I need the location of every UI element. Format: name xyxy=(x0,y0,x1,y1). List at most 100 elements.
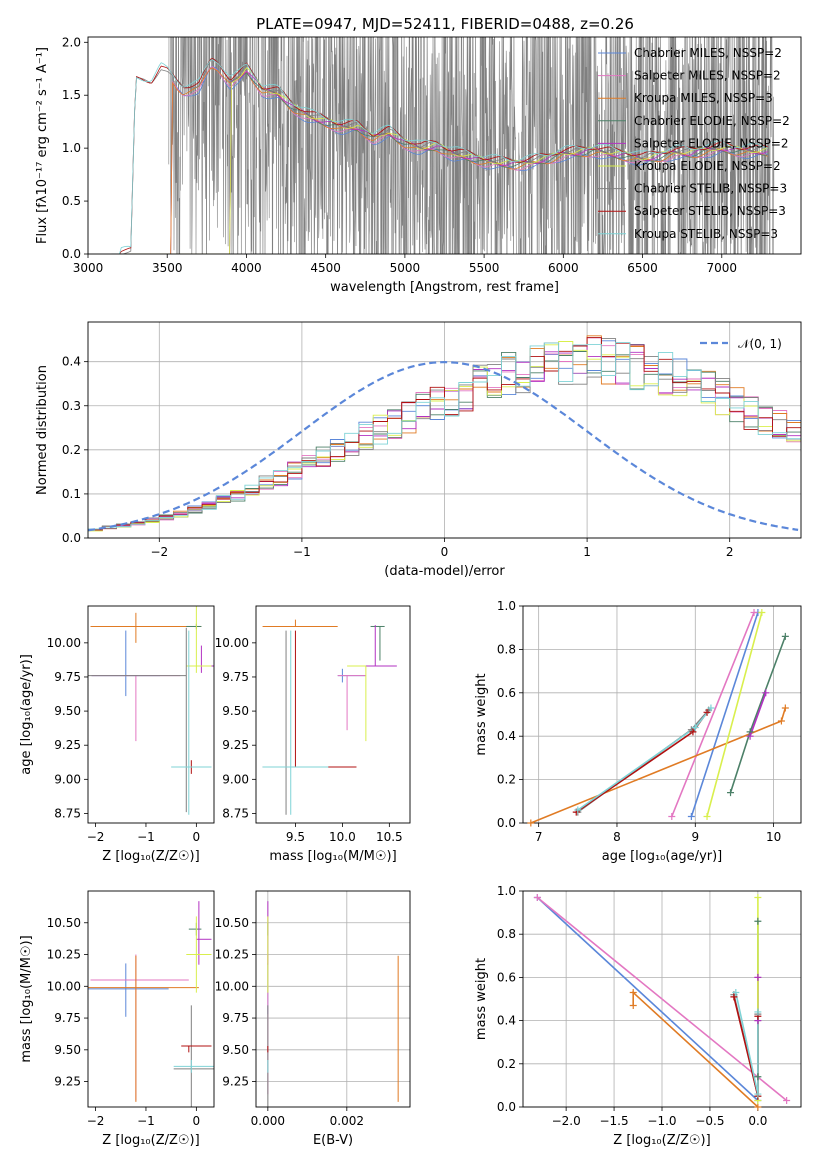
weight-marker xyxy=(732,989,740,997)
weight-marker xyxy=(727,789,735,797)
x-tick-label: 1 xyxy=(583,545,591,559)
legend-label: Kroupa MILES, NSSP=3 xyxy=(634,91,773,105)
weight-vs-age-panel: 7 8 9 10 0.0 0.2 0.4 0.6 0.8 1.0 age [log₁₀(age/yr… xyxy=(474,599,802,864)
weight-marker xyxy=(629,989,637,997)
y-axis-label: mass weight xyxy=(474,958,489,1040)
figure-title: PLATE=0947, MJD=52411, FIBERID=0488, z=0… xyxy=(256,15,634,33)
x-tick-label: −1 xyxy=(137,830,155,844)
y-tick-label: 0.4 xyxy=(62,355,81,369)
y-tick-label: 0.1 xyxy=(62,487,81,501)
y-tick-label: 9.75 xyxy=(54,1011,81,1025)
x-tick-label: 0.000 xyxy=(251,1114,285,1128)
model-spectrum-3 xyxy=(111,67,768,254)
y-tick-label: 10.50 xyxy=(47,916,81,930)
y-tick-label: 10.25 xyxy=(215,948,249,962)
weight-line-3 xyxy=(530,707,787,823)
model-spectrum-4 xyxy=(111,72,768,254)
y-tick-label: 10.00 xyxy=(215,979,249,993)
histogram-model-1 xyxy=(88,340,801,538)
y-tick-label: 8.75 xyxy=(222,806,249,820)
y-tick-label: 0.2 xyxy=(497,773,516,787)
plot-area xyxy=(88,606,214,815)
y-tick-label: 1.0 xyxy=(62,141,81,155)
x-tick-label: 9.5 xyxy=(286,830,305,844)
x-tick-label: 0 xyxy=(441,545,449,559)
weight-marker xyxy=(754,973,762,981)
y-tick-label: 0.3 xyxy=(62,399,81,413)
x-tick-label: 5000 xyxy=(390,261,421,275)
weight-marker xyxy=(629,1001,637,1009)
weight-marker xyxy=(730,993,738,1001)
y-tick-label: 9.75 xyxy=(222,670,249,684)
weight-marker xyxy=(689,728,697,736)
legend-label: Salpeter ELODIE, NSSP=2 xyxy=(634,136,789,150)
y-tick-label: 0.6 xyxy=(497,686,516,700)
weight-line-5 xyxy=(749,692,767,737)
x-tick-label: 10.0 xyxy=(329,830,356,844)
y-tick-label: 0.8 xyxy=(497,927,516,941)
y-tick-label: 10.00 xyxy=(47,979,81,993)
x-tick-label: 0.002 xyxy=(330,1114,364,1128)
x-tick-label: 6000 xyxy=(548,261,579,275)
histogram-model-8 xyxy=(88,337,801,538)
x-tick-label: 7 xyxy=(535,830,543,844)
normal-reference-curve xyxy=(88,360,799,532)
x-axis-label: mass [log₁₀(M/M☉)] xyxy=(269,849,396,864)
y-axis-label: mass weight xyxy=(474,673,489,755)
x-tick-label: −0.5 xyxy=(695,1114,724,1128)
x-tick-label: 9 xyxy=(691,830,699,844)
y-tick-label: 8.75 xyxy=(54,806,81,820)
data-spectrum-line xyxy=(168,37,775,254)
y-tick-label: 0.2 xyxy=(62,443,81,457)
y-tick-label: 9.75 xyxy=(54,670,81,684)
x-axis-label: Z [log₁₀(Z/Z☉)] xyxy=(102,1133,199,1148)
legend-label: 𝒩(0, 1) xyxy=(738,337,782,351)
y-tick-label: 0.4 xyxy=(497,729,516,743)
weight-marker xyxy=(754,1090,762,1098)
mass-vs-extinction-panel: 0.000 0.002 9.25 9.50 9.75 10.00 10.25 10.50 E(B… xyxy=(215,890,411,1148)
x-tick-label: 0.0 xyxy=(748,1114,767,1128)
x-tick-label: 0 xyxy=(193,830,201,844)
y-tick-label: 10.00 xyxy=(47,636,81,650)
y-tick-label: 0.5 xyxy=(62,194,81,208)
weight-marker xyxy=(754,1008,762,1016)
weight-vs-metallicity-panel: −2.0 −1.5 −1.0 −0.5 0.0 0.0 0.2 0.4 0.6 0.8 1.0 Z [… xyxy=(474,884,802,1148)
y-tick-label: 2.0 xyxy=(62,35,81,49)
histogram-model-4 xyxy=(88,351,801,538)
y-axis-label: Normed distribution xyxy=(35,365,50,495)
x-tick-label: −2 xyxy=(87,1114,105,1128)
axes-frame xyxy=(87,321,802,539)
y-tick-label: 9.50 xyxy=(54,704,81,718)
weight-line-6 xyxy=(706,612,763,817)
weight-marker xyxy=(781,632,789,640)
legend-label: Kroupa STELIB, NSSP=3 xyxy=(634,227,778,241)
weight-line-1 xyxy=(690,612,759,817)
y-tick-label: 9.25 xyxy=(54,1075,81,1089)
y-tick-label: 9.75 xyxy=(222,1011,249,1025)
x-tick-label: 3000 xyxy=(73,261,104,275)
x-tick-label: 2 xyxy=(726,545,734,559)
x-axis-label: age [log₁₀(age/yr)] xyxy=(602,849,723,864)
legend-label: Salpeter MILES, NSSP=2 xyxy=(634,69,781,83)
axes-frame xyxy=(87,605,215,824)
x-tick-label: −1 xyxy=(293,545,311,559)
y-axis-label: age [log₁₀(age/yr)] xyxy=(19,654,34,775)
axes-frame xyxy=(255,605,411,824)
histogram-model-9 xyxy=(88,342,801,538)
y-tick-label: 10.00 xyxy=(215,636,249,650)
legend-label: Kroupa ELODIE, NSSP=2 xyxy=(634,159,781,173)
weight-marker xyxy=(668,812,676,820)
weight-marker xyxy=(687,812,695,820)
x-tick-label: 7000 xyxy=(707,261,738,275)
x-tick-label: 10.5 xyxy=(376,830,403,844)
y-tick-label: 0.0 xyxy=(497,816,516,830)
y-tick-label: 10.50 xyxy=(215,916,249,930)
y-axis-label: Flux [fλ10⁻¹⁷ erg cm⁻² s⁻¹ A⁻¹] xyxy=(35,47,50,244)
x-tick-label: −2 xyxy=(150,545,168,559)
weight-marker xyxy=(783,1097,791,1105)
y-tick-label: 1.5 xyxy=(62,88,81,102)
weight-marker xyxy=(754,893,762,901)
x-tick-label: 10 xyxy=(766,830,781,844)
x-tick-label: 5500 xyxy=(469,261,500,275)
